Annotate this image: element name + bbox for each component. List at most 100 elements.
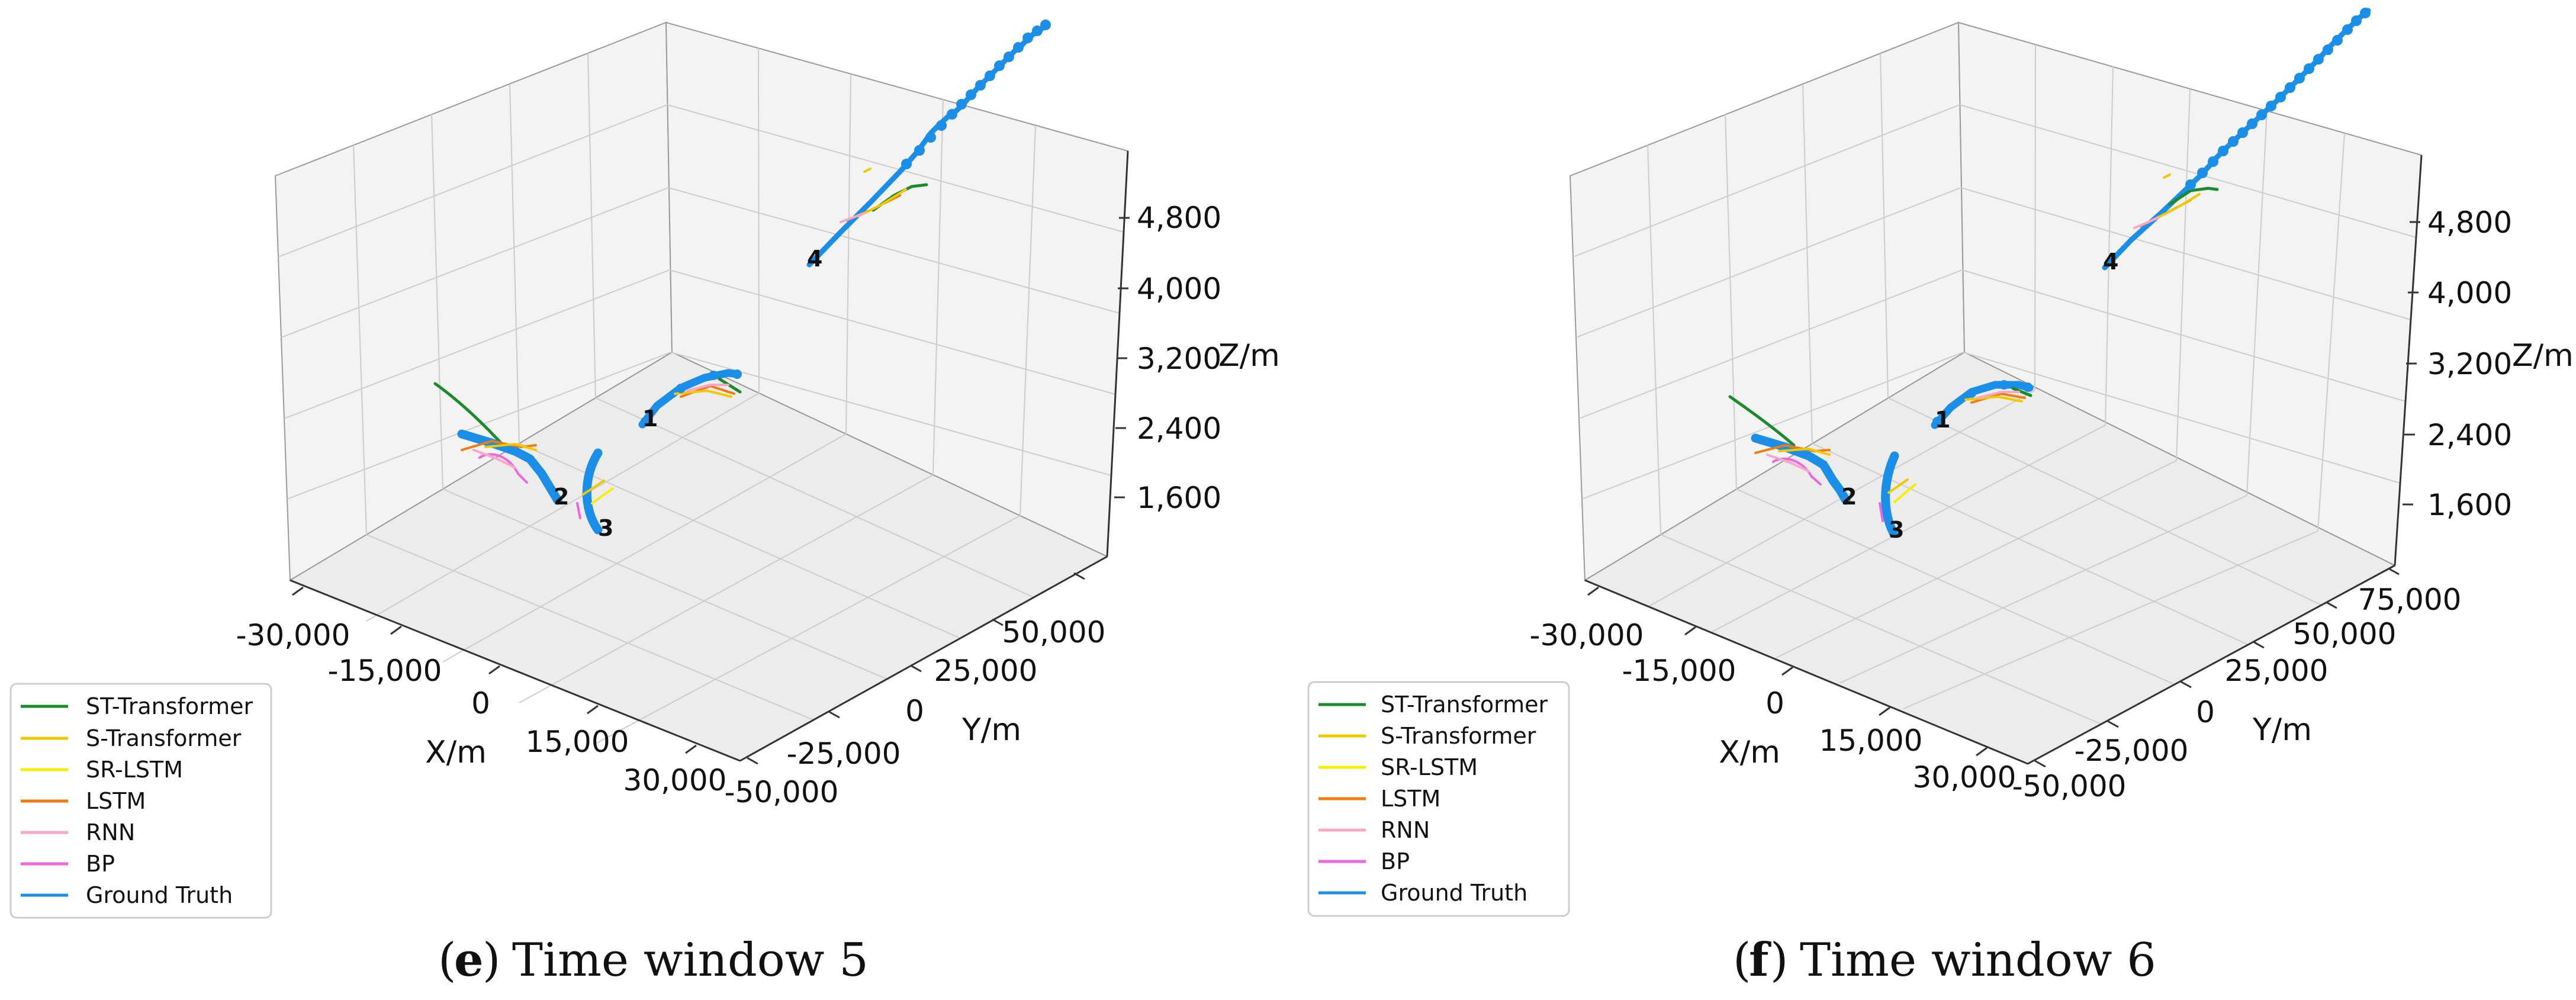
- gt-point: [2342, 24, 2353, 35]
- track-number-labels-f: 1 2 3 4: [1841, 249, 2118, 543]
- x-tick-label: -15,000: [1622, 654, 1736, 688]
- gridline: [281, 187, 669, 338]
- gridline: [670, 352, 1112, 476]
- legend-box: [9, 683, 272, 919]
- gridline: [845, 73, 851, 435]
- legend-label: BP: [86, 851, 115, 877]
- gridline: [1839, 495, 2247, 684]
- gt-point: [2218, 146, 2228, 156]
- gt-point: [1999, 380, 2009, 390]
- gridline: [1880, 53, 1889, 398]
- gridline: [366, 534, 814, 721]
- sr-lstm-track-4: [2163, 173, 2171, 179]
- gridline: [669, 269, 1116, 395]
- x-tick-label: 15,000: [1819, 724, 1923, 758]
- y-tick-labels-e: -50,000 -25,000 0 25,000 50,000: [725, 615, 1106, 809]
- gridline: [1578, 269, 1963, 419]
- y-tick-mark: [1073, 572, 1085, 580]
- z-axis-label: Z/m: [1218, 338, 1280, 374]
- track-label: 1: [1935, 407, 1950, 433]
- lstm-track-2: [1754, 443, 1831, 454]
- y-tick-mark: [747, 757, 758, 765]
- s-transformer-track-3: [582, 480, 605, 496]
- bp-track-3: [1879, 502, 1884, 522]
- caption-e: ( e ) Time window 5: [438, 933, 869, 987]
- gt-point: [2351, 15, 2362, 26]
- gt-point: [2313, 54, 2324, 65]
- gt-point: [2247, 118, 2257, 129]
- sr-lstm-track-4: [863, 168, 871, 173]
- gt-point: [956, 99, 967, 110]
- bp-track-3: [576, 502, 581, 519]
- gridlines-f: [1572, 44, 2417, 725]
- y-axis-line-e: [739, 555, 1108, 762]
- y-tick-mark: [2180, 680, 2192, 689]
- gridline: [932, 99, 944, 475]
- gt-point: [2185, 179, 2196, 190]
- x-ticks-f: [1587, 586, 1988, 757]
- y-tick-label: 75,000: [2358, 583, 2462, 617]
- gridline: [1959, 104, 2417, 238]
- gridline: [1802, 83, 1813, 444]
- gt-point: [1932, 417, 1942, 426]
- gt-point: [1040, 20, 1051, 30]
- gt-point: [2294, 73, 2305, 83]
- gridline: [1712, 425, 2106, 632]
- gt-point: [994, 60, 1005, 71]
- caption-open-paren: (: [438, 934, 456, 987]
- legend-label: SR-LSTM: [86, 757, 183, 783]
- gt-track-1: [1931, 381, 2034, 429]
- gridline: [1725, 114, 1737, 490]
- y-tick-label: 0: [2196, 695, 2215, 729]
- gridline: [2317, 133, 2345, 532]
- gridline: [519, 474, 934, 703]
- gt-point: [1022, 33, 1033, 43]
- z-tick-label: 3,200: [1137, 342, 1221, 376]
- gridline: [1572, 104, 1960, 258]
- gridline: [668, 187, 1120, 314]
- gt-point: [2323, 44, 2333, 55]
- caption-f: ( f ) Time window 6: [1733, 933, 2156, 987]
- legend-label: ST-Transformer: [1381, 692, 1548, 718]
- x-tick-mark: [685, 744, 697, 754]
- gt-point: [1032, 25, 1043, 36]
- gridline: [442, 433, 847, 663]
- x-tick-labels-e: -30,000 -15,000 0 15,000 30,000: [236, 618, 727, 798]
- gridline: [758, 47, 760, 394]
- gt-point: [2256, 110, 2267, 120]
- gt-point: [641, 417, 650, 426]
- gt-point: [975, 80, 986, 91]
- z-ticks-f: [2403, 221, 2420, 506]
- y-tick-mark: [2107, 720, 2119, 728]
- x-tick-label: 0: [1765, 686, 1784, 721]
- y-ticks-e: [747, 572, 1085, 765]
- gt-point: [2304, 63, 2314, 74]
- legend-f: ST-Transformer S-Transformer SR-LSTM LST…: [1307, 681, 1570, 917]
- caption-letter: e: [454, 933, 484, 987]
- x-axis-label: X/m: [425, 735, 487, 770]
- gt-point: [901, 159, 912, 169]
- y-axis-label: Y/m: [2252, 712, 2312, 748]
- s-transformer-track-3: [1887, 478, 1909, 494]
- x-tick-mark: [1684, 626, 1696, 636]
- legend-label: BP: [1381, 848, 1410, 874]
- x-tick-mark: [1781, 666, 1793, 676]
- y-tick-label: -50,000: [725, 775, 839, 809]
- s-transformer-track-1: [1964, 395, 2023, 403]
- gt-point: [2285, 82, 2295, 93]
- y-axis-label: Y/m: [961, 712, 1021, 748]
- gt-point: [2197, 168, 2208, 178]
- legend-box: [1307, 681, 1570, 917]
- x-ticks-e: [292, 586, 697, 754]
- x-axis-line-e: [290, 579, 741, 762]
- y-tick-mark: [2253, 641, 2265, 649]
- y-tick-mark: [992, 618, 1004, 626]
- x-tick-mark: [1879, 706, 1890, 716]
- st-transformer-track-1: [2011, 387, 2033, 397]
- y-tick-mark: [910, 664, 922, 673]
- rnn-track-2: [472, 449, 516, 469]
- rnn-track-1: [686, 384, 729, 392]
- st-transformer-track-1: [718, 377, 742, 394]
- gridline: [2176, 88, 2191, 461]
- legend-label: LSTM: [86, 788, 146, 814]
